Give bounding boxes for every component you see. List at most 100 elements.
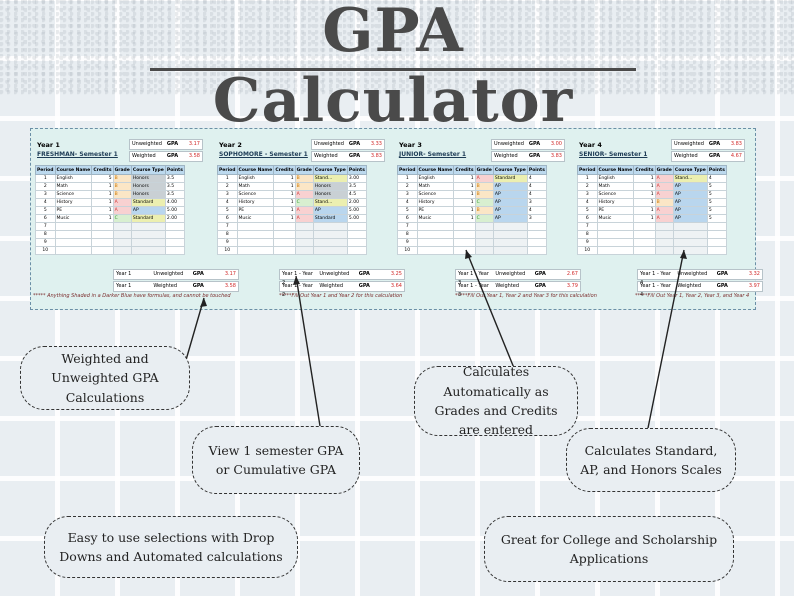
credits-cell[interactable]: 1 <box>453 214 476 223</box>
course-cell[interactable]: PE <box>596 206 635 215</box>
grade-dropdown[interactable]: B <box>474 206 494 215</box>
grade-dropdown[interactable]: A <box>294 206 314 215</box>
credits-cell[interactable]: 1 <box>453 206 476 215</box>
credits-cell[interactable] <box>273 230 296 239</box>
course-cell[interactable]: History <box>596 198 635 207</box>
course-type-dropdown[interactable]: Honors <box>130 182 166 191</box>
grade-dropdown[interactable] <box>294 222 314 231</box>
course-type-dropdown[interactable]: AP <box>672 190 708 199</box>
course-cell[interactable] <box>416 230 455 239</box>
course-type-dropdown[interactable]: AP <box>312 206 348 215</box>
grade-dropdown[interactable]: A <box>112 198 132 207</box>
course-cell[interactable]: English <box>236 174 275 183</box>
course-cell[interactable]: English <box>54 174 93 183</box>
course-cell[interactable] <box>596 238 635 247</box>
grade-dropdown[interactable]: C <box>112 214 132 223</box>
course-type-dropdown[interactable] <box>672 222 708 231</box>
course-cell[interactable]: Science <box>54 190 93 199</box>
course-type-dropdown[interactable] <box>312 246 348 255</box>
grade-dropdown[interactable]: A <box>654 206 674 215</box>
credits-cell[interactable] <box>453 222 476 231</box>
credits-cell[interactable] <box>91 238 114 247</box>
grade-dropdown[interactable] <box>654 246 674 255</box>
credits-cell[interactable]: 1 <box>91 206 114 215</box>
grade-dropdown[interactable] <box>474 230 494 239</box>
credits-cell[interactable] <box>633 230 656 239</box>
course-type-dropdown[interactable]: Standard <box>130 198 166 207</box>
course-cell[interactable] <box>54 230 93 239</box>
course-cell[interactable] <box>416 222 455 231</box>
grade-dropdown[interactable] <box>112 230 132 239</box>
grade-dropdown[interactable] <box>474 222 494 231</box>
credits-cell[interactable]: 1 <box>453 198 476 207</box>
course-cell[interactable] <box>54 238 93 247</box>
grade-dropdown[interactable]: A <box>654 182 674 191</box>
grade-dropdown[interactable]: B <box>654 198 674 207</box>
course-cell[interactable]: PE <box>236 206 275 215</box>
course-cell[interactable]: Math <box>596 182 635 191</box>
grade-dropdown[interactable] <box>112 238 132 247</box>
grade-dropdown[interactable]: A <box>112 206 132 215</box>
credits-cell[interactable] <box>633 222 656 231</box>
credits-cell[interactable]: 1 <box>273 174 296 183</box>
grade-dropdown[interactable]: A <box>654 190 674 199</box>
grade-dropdown[interactable]: C <box>294 198 314 207</box>
course-type-dropdown[interactable]: AP <box>672 214 708 223</box>
course-cell[interactable]: English <box>416 174 455 183</box>
course-cell[interactable]: History <box>416 198 455 207</box>
course-type-dropdown[interactable]: Standard <box>130 214 166 223</box>
credits-cell[interactable]: 1 <box>273 214 296 223</box>
credits-cell[interactable]: 1 <box>91 214 114 223</box>
grade-dropdown[interactable] <box>654 230 674 239</box>
grade-dropdown[interactable]: B <box>474 182 494 191</box>
course-type-dropdown[interactable]: AP <box>492 198 528 207</box>
course-type-dropdown[interactable]: AP <box>492 190 528 199</box>
course-cell[interactable] <box>236 246 275 255</box>
course-type-dropdown[interactable]: Stand... <box>672 174 708 183</box>
course-type-dropdown[interactable]: Standard <box>492 174 528 183</box>
credits-cell[interactable]: 1 <box>633 174 656 183</box>
course-type-dropdown[interactable] <box>312 238 348 247</box>
course-type-dropdown[interactable] <box>672 238 708 247</box>
credits-cell[interactable] <box>453 238 476 247</box>
course-cell[interactable]: History <box>54 198 93 207</box>
grade-dropdown[interactable]: C <box>474 214 494 223</box>
course-cell[interactable]: Science <box>596 190 635 199</box>
credits-cell[interactable]: 1 <box>453 190 476 199</box>
course-cell[interactable]: English <box>596 174 635 183</box>
grade-dropdown[interactable] <box>474 238 494 247</box>
credits-cell[interactable]: 5 <box>91 174 114 183</box>
grade-dropdown[interactable] <box>294 246 314 255</box>
course-cell[interactable]: PE <box>54 206 93 215</box>
course-cell[interactable]: Music <box>54 214 93 223</box>
course-cell[interactable]: Music <box>236 214 275 223</box>
credits-cell[interactable]: 1 <box>273 198 296 207</box>
course-cell[interactable]: Music <box>416 214 455 223</box>
course-type-dropdown[interactable] <box>130 246 166 255</box>
credits-cell[interactable] <box>633 238 656 247</box>
course-type-dropdown[interactable]: AP <box>130 206 166 215</box>
course-type-dropdown[interactable] <box>312 230 348 239</box>
course-cell[interactable]: Math <box>236 182 275 191</box>
grade-dropdown[interactable]: B <box>294 174 314 183</box>
credits-cell[interactable] <box>273 222 296 231</box>
course-type-dropdown[interactable] <box>492 230 528 239</box>
grade-dropdown[interactable]: A <box>654 174 674 183</box>
course-type-dropdown[interactable] <box>130 238 166 247</box>
credits-cell[interactable] <box>91 230 114 239</box>
credits-cell[interactable] <box>273 246 296 255</box>
course-cell[interactable] <box>596 222 635 231</box>
credits-cell[interactable]: 1 <box>453 174 476 183</box>
course-type-dropdown[interactable]: Honors <box>130 174 166 183</box>
course-cell[interactable]: Science <box>416 190 455 199</box>
grade-dropdown[interactable] <box>112 222 132 231</box>
course-type-dropdown[interactable]: Stand... <box>312 174 348 183</box>
course-cell[interactable] <box>54 246 93 255</box>
credits-cell[interactable]: 1 <box>91 190 114 199</box>
grade-dropdown[interactable]: A <box>474 174 494 183</box>
credits-cell[interactable] <box>453 246 476 255</box>
grade-dropdown[interactable] <box>654 238 674 247</box>
course-type-dropdown[interactable]: AP <box>492 214 528 223</box>
credits-cell[interactable] <box>91 246 114 255</box>
course-cell[interactable]: History <box>236 198 275 207</box>
